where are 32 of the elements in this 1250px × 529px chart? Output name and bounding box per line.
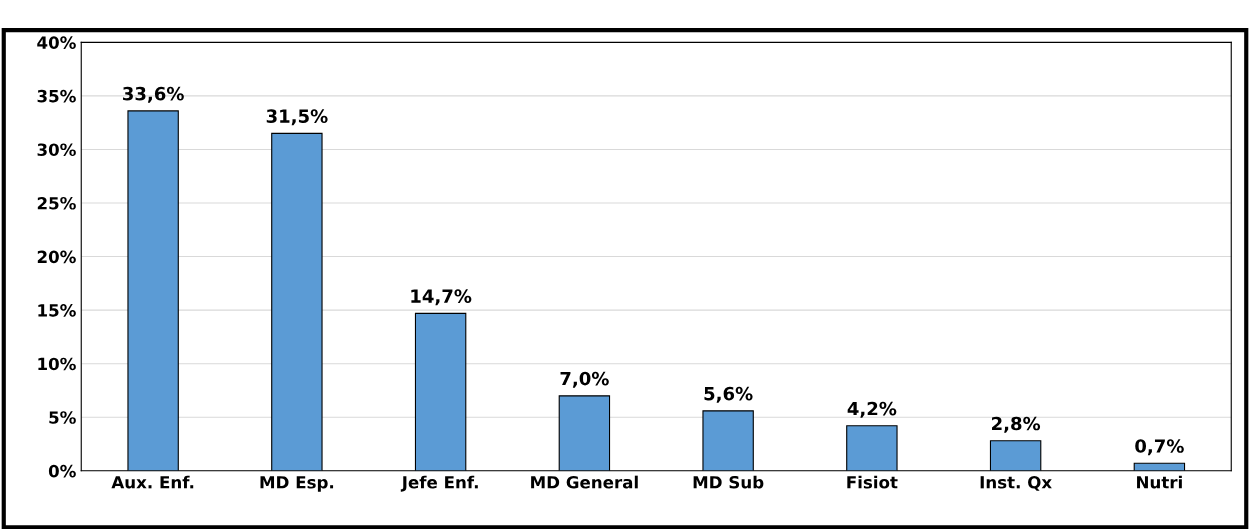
x-tick-label: Aux. Enf. xyxy=(111,475,194,489)
y-tick-label: 5% xyxy=(49,411,76,424)
y-tick-label: 35% xyxy=(37,89,76,103)
data-label: 2,8% xyxy=(992,416,1041,433)
bar xyxy=(846,425,898,471)
x-tick-label: Nutri xyxy=(1137,475,1182,489)
x-tick-label: MD General xyxy=(531,475,638,489)
bar xyxy=(127,110,179,471)
x-tick-label: MD Esp. xyxy=(260,476,334,492)
x-tick-label: Inst. Qx xyxy=(980,475,1052,491)
y-tick-label: 10% xyxy=(38,357,76,371)
bar xyxy=(271,132,323,471)
data-label: 33,6% xyxy=(123,86,184,103)
y-tick-label: 25% xyxy=(37,196,76,210)
y-tick-label: 40% xyxy=(37,36,76,49)
x-tick-label: Jefe Enf. xyxy=(400,475,478,492)
bar xyxy=(989,440,1042,471)
data-label: 14,7% xyxy=(411,289,472,306)
data-label: 7,0% xyxy=(560,371,609,388)
x-tick-label: MD Sub xyxy=(693,475,764,489)
y-tick-label: 30% xyxy=(37,143,76,157)
data-label: 5,6% xyxy=(704,386,753,403)
bar xyxy=(414,312,467,471)
data-label: 31,5% xyxy=(266,109,328,126)
y-tick-label: 20% xyxy=(37,250,76,264)
data-label: 0,7% xyxy=(1135,439,1184,456)
bar xyxy=(558,395,611,471)
data-label: 4,2% xyxy=(847,401,897,418)
bar xyxy=(702,410,754,471)
y-tick-label: 15% xyxy=(38,304,76,317)
x-tick-label: Fisiot xyxy=(847,475,898,489)
y-tick-label: 0% xyxy=(48,464,76,478)
